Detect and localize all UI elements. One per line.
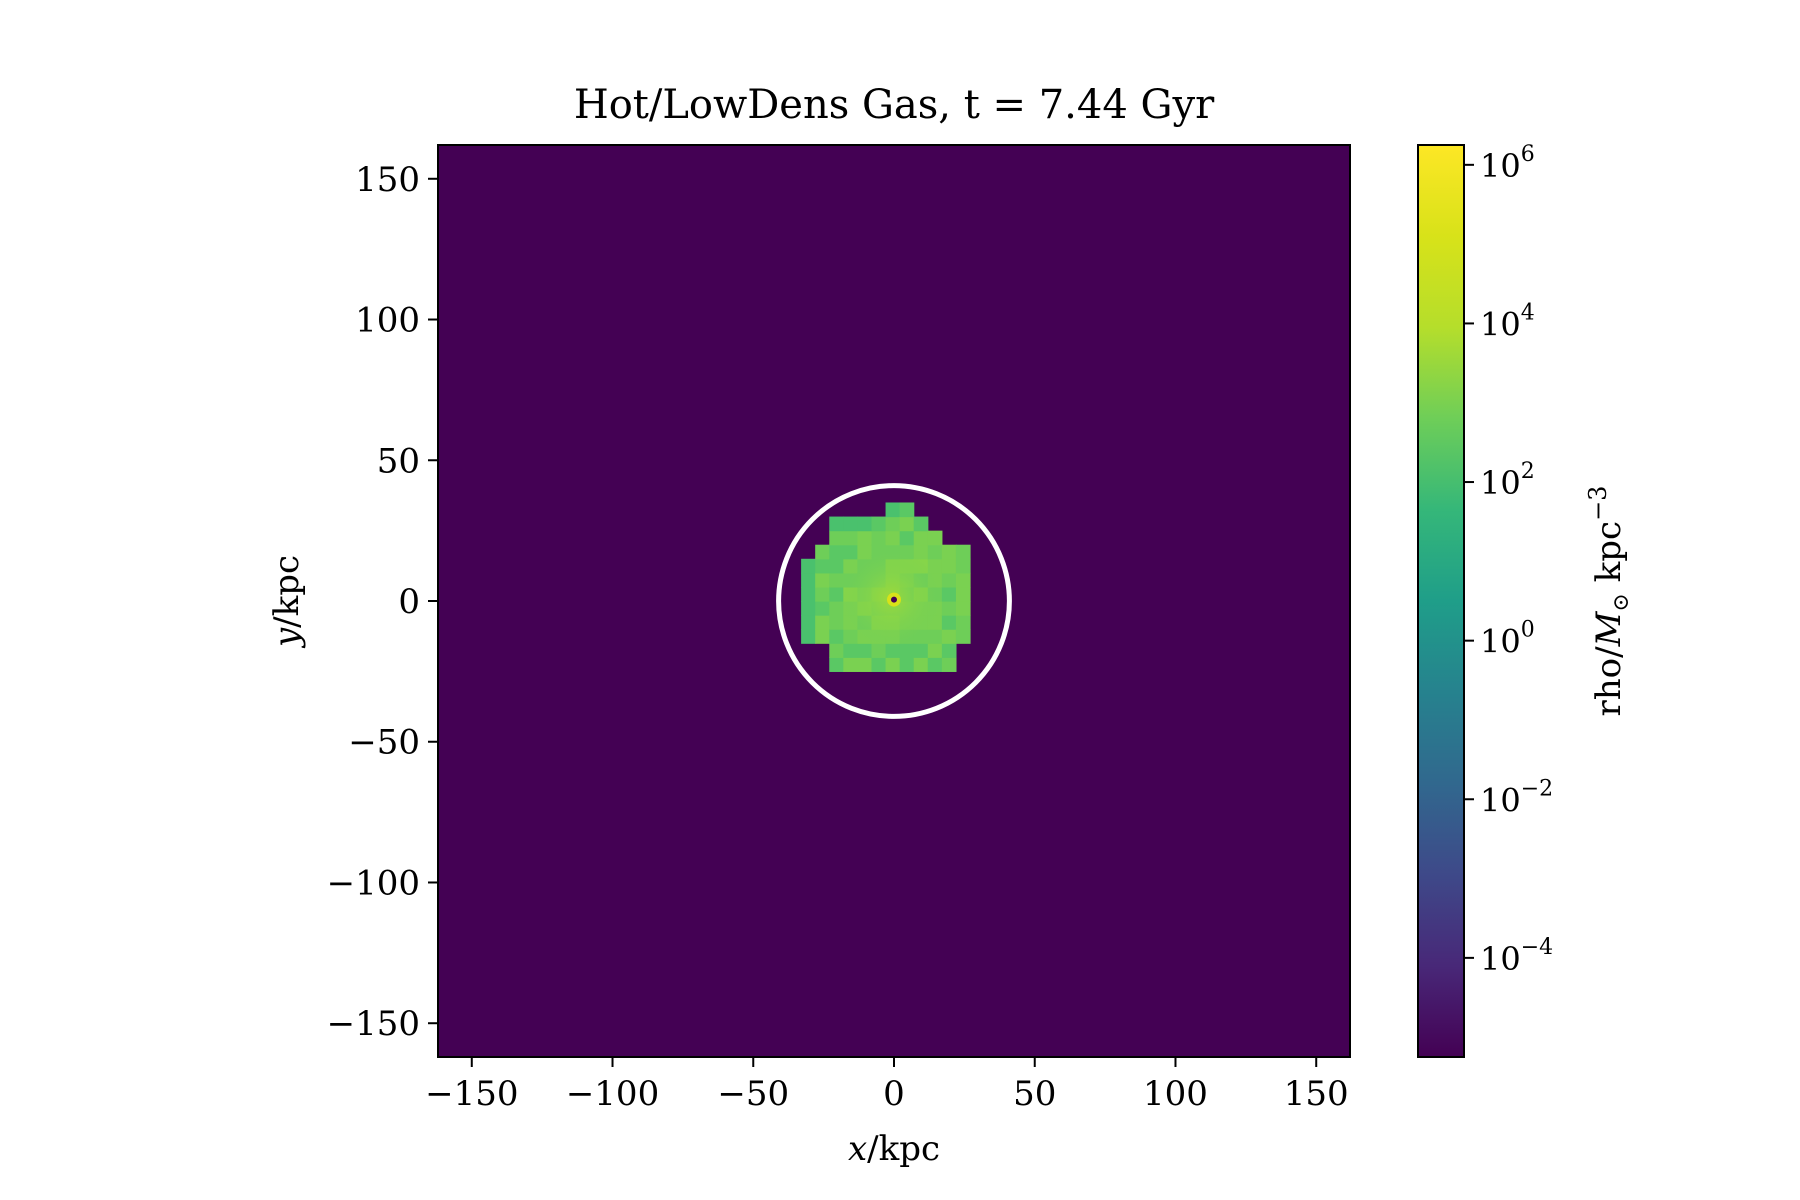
- gas-cell: [913, 657, 929, 672]
- gas-cell: [955, 558, 971, 574]
- gas-cell: [829, 530, 844, 546]
- x-tick-label: 0: [883, 1074, 905, 1114]
- gas-cell: [857, 657, 873, 672]
- gas-cell: [885, 516, 901, 532]
- gas-cell: [801, 615, 816, 630]
- gas-cell: [801, 601, 816, 616]
- gas-cell: [815, 601, 830, 616]
- colorbar-tick-label: 10−2: [1480, 776, 1553, 819]
- gas-cell: [941, 643, 957, 658]
- gas-cell: [801, 586, 816, 602]
- gas-cell: [927, 530, 943, 546]
- gas-cell: [955, 544, 971, 560]
- reference-circle: [776, 483, 1012, 719]
- x-axis: −150 −100 −50 0 50 100 150: [425, 1057, 1349, 1114]
- x-tick-label: −50: [717, 1074, 789, 1114]
- density-peak-core: [891, 596, 897, 603]
- gas-cell: [829, 516, 844, 532]
- chart-title: Hot/LowDens Gas, t = 7.44 Gyr: [574, 82, 1215, 128]
- colorbar: 106 104 102 100 10−2 10−4 rho/M⊙ kpc−3: [1417, 142, 1634, 1058]
- x-tick-label: 100: [1143, 1074, 1208, 1114]
- gas-cell: [829, 657, 844, 672]
- gas-cell: [815, 558, 830, 574]
- gas-density-region: [801, 502, 971, 672]
- colorbar-frame: [1417, 144, 1465, 1058]
- x-axis-label: x/kpc: [848, 1129, 940, 1169]
- x-tick-label: −150: [425, 1074, 518, 1114]
- colorbar-tick-label: 102: [1480, 459, 1535, 502]
- colorbar-tick-label: 100: [1480, 618, 1535, 661]
- gas-cell: [801, 558, 816, 574]
- gas-cell: [843, 530, 859, 546]
- gas-cell: [815, 586, 830, 602]
- colorbar-ticks: 106 104 102 100 10−2 10−4: [1464, 142, 1553, 978]
- gas-cell: [955, 586, 971, 602]
- gas-cell: [913, 530, 929, 546]
- gas-cell: [885, 657, 901, 672]
- x-tick-label: −100: [566, 1074, 659, 1114]
- gas-cell: [857, 516, 873, 532]
- gas-cell: [927, 643, 943, 658]
- gas-cell: [871, 516, 887, 532]
- gas-cell: [815, 572, 830, 588]
- x-tick-label: 50: [1013, 1074, 1056, 1114]
- y-tick-label: −50: [348, 723, 420, 763]
- colorbar-tick-label: 106: [1480, 142, 1535, 185]
- plot-area: [437, 144, 1351, 1058]
- gas-cell: [899, 657, 915, 672]
- gas-cell: [941, 657, 957, 672]
- y-axis-label: y/kpc: [267, 555, 307, 649]
- gas-cell: [885, 502, 901, 518]
- gas-cell: [829, 643, 844, 658]
- gas-cell: [801, 629, 816, 644]
- gas-cell: [843, 657, 859, 672]
- gas-cell: [815, 544, 830, 560]
- y-axis: 150 100 50 0 −50 −100 −150: [327, 160, 438, 1044]
- gas-cell: [955, 572, 971, 588]
- gas-cell: [843, 516, 859, 532]
- gas-cell: [927, 657, 943, 672]
- colorbar-label: rho/M⊙ kpc−3: [1584, 486, 1634, 717]
- gas-cell: [801, 572, 816, 588]
- colorbar-tick-label: 10−4: [1480, 935, 1553, 978]
- gas-cell: [815, 615, 830, 630]
- gas-cell: [899, 502, 915, 518]
- y-tick-label: 150: [355, 160, 420, 200]
- gas-cell: [955, 629, 971, 644]
- y-tick-label: 50: [377, 441, 420, 481]
- gas-cell: [815, 629, 830, 644]
- gas-cell: [955, 601, 971, 616]
- y-tick-label: 100: [355, 301, 420, 341]
- gas-cell: [871, 657, 887, 672]
- y-tick-label: 0: [398, 582, 420, 622]
- colorbar-gradient: [1418, 145, 1464, 1057]
- gas-cell: [941, 629, 957, 644]
- gas-cell: [941, 544, 957, 560]
- colorbar-tick-label: 104: [1480, 300, 1535, 343]
- gas-cell: [829, 544, 844, 560]
- y-tick-label: −100: [327, 863, 420, 903]
- x-tick-label: 150: [1284, 1074, 1349, 1114]
- gas-cell: [955, 615, 971, 630]
- y-tick-label: −150: [327, 1004, 420, 1044]
- gas-cell: [899, 516, 915, 532]
- gas-cell: [913, 516, 929, 532]
